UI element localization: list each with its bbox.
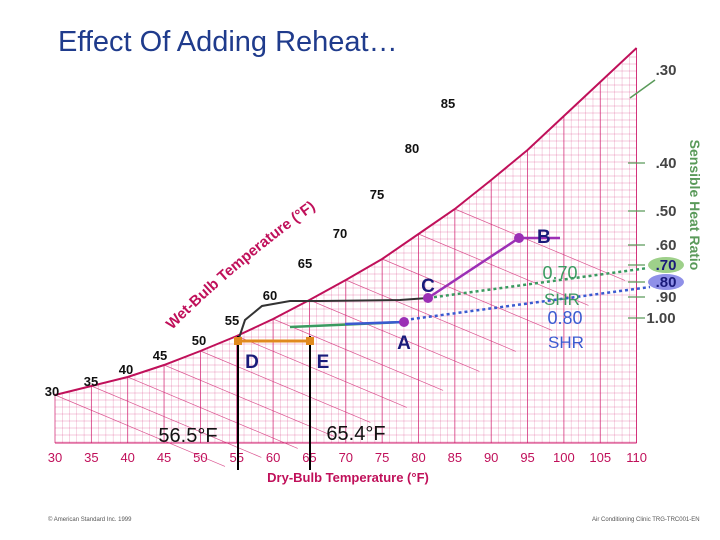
saturation-line	[54, 47, 638, 396]
shr-tick-label: .90	[656, 289, 677, 306]
point-label-c: C	[421, 276, 435, 297]
x-tick-label: 45	[157, 450, 171, 465]
wet-bulb-tick-label: 40	[119, 362, 133, 377]
x-tick-label: 40	[120, 450, 134, 465]
wet-bulb-axis-label-text: Wet-Bulb Temperature (°F)	[163, 198, 319, 333]
shr-tick-label: .60	[656, 237, 677, 254]
point-label-d: D	[245, 352, 259, 373]
x-tick-label: 55	[230, 450, 244, 465]
wet-bulb-tick-label: 70	[333, 226, 347, 241]
shr-axis-title: Sensible Heat Ratio	[687, 140, 703, 271]
copyright-footer: © American Standard Inc. 1999	[48, 517, 132, 523]
shr-scale: .30 .40 .50 .60 .70.80.90 1.00 Sensible Heat R…	[628, 62, 703, 327]
shr-highlight-ellipse	[648, 257, 684, 273]
temperature-marker-label: 56.5°F	[158, 425, 217, 447]
point-marker-a	[399, 317, 409, 327]
slide-title: Effect Of Adding Reheat…	[58, 26, 398, 58]
x-tick-label: 60	[266, 450, 280, 465]
x-tick-label: 30	[48, 450, 62, 465]
shr-tick-label: .80	[656, 274, 677, 291]
chart-grid	[54, 48, 637, 467]
shr-tick-label: .30	[656, 62, 677, 79]
wet-bulb-line	[54, 394, 226, 467]
shr-line-value-label: 0.70	[542, 263, 577, 283]
wet-bulb-line	[309, 299, 480, 372]
temperature-marker-label: 65.4°F	[326, 423, 385, 445]
wet-bulb-line	[454, 208, 625, 281]
x-tick-label: 70	[339, 450, 353, 465]
wet-bulb-tick-label: 85	[441, 96, 455, 111]
shr-080-dotted-line	[404, 285, 651, 322]
wet-bulb-line	[382, 258, 553, 331]
shr-tick-label: .40	[656, 155, 677, 172]
wet-bulb-tick-label: 75	[370, 187, 384, 202]
point-marker-d	[234, 337, 242, 345]
shr-line-unit-label: SHR	[548, 333, 584, 352]
point-marker-c	[423, 293, 433, 303]
wet-bulb-tick-label: 65	[298, 256, 312, 271]
wet-bulb-line	[236, 335, 407, 408]
x-tick-label: 110	[626, 450, 647, 465]
wet-bulb-line	[272, 318, 444, 391]
shr-line-unit-label: SHR	[544, 290, 580, 309]
process-line-b-c	[427, 236, 520, 300]
wet-bulb-tick-label: 55	[225, 313, 239, 328]
shr-070-dotted-line	[427, 266, 649, 300]
point-label-b: B	[537, 227, 551, 248]
shr-tick-label: .50	[656, 203, 677, 220]
point-marker-b	[514, 233, 524, 243]
wet-bulb-line	[127, 376, 298, 449]
point-label-e: E	[317, 352, 330, 373]
x-tick-label: 35	[84, 450, 98, 465]
wet-bulb-line	[418, 233, 589, 306]
x-tick-label: 100	[553, 450, 575, 465]
wet-bulb-tick-label: 35	[84, 374, 98, 389]
x-tick-label: 80	[411, 450, 425, 465]
wet-bulb-tick-label: 80	[405, 141, 419, 156]
coil-curve-c-d	[237, 297, 429, 342]
x-tick-label: 95	[520, 450, 534, 465]
wet-bulb-tick-label: 30	[45, 384, 59, 399]
shr-highlight-ellipse	[648, 274, 684, 290]
process-line-a-blue	[344, 320, 405, 326]
shr-tick-line	[629, 79, 656, 99]
point-marker-e	[306, 337, 314, 345]
process-lines	[237, 236, 651, 470]
wet-bulb-line	[200, 350, 371, 423]
x-axis-label: Dry-Bulb Temperature (°F)	[267, 470, 429, 485]
wet-bulb-axis-label: Wet-Bulb Temperature (°F)	[163, 198, 319, 333]
course-footer: Air Conditioning Clinic TRG-TRC001-EN	[592, 517, 700, 523]
shr-tick-label: 1.00	[646, 310, 675, 327]
wet-bulb-line	[163, 364, 335, 437]
x-tick-label: 75	[375, 450, 389, 465]
shr-tick-label: .70	[656, 257, 677, 274]
shr-line-value-label: 0.80	[547, 308, 582, 328]
wet-bulb-tick-label: 60	[263, 288, 277, 303]
x-tick-label: 85	[448, 450, 462, 465]
wet-bulb-line	[91, 385, 262, 458]
x-tick-label: 50	[193, 450, 207, 465]
point-label-a: A	[397, 333, 411, 354]
wet-bulb-tick-label: 50	[192, 333, 206, 348]
saturation-curve	[54, 47, 638, 396]
x-tick-label: 105	[589, 450, 611, 465]
x-tick-label: 90	[484, 450, 498, 465]
wet-bulb-tick-label: 45	[153, 348, 167, 363]
